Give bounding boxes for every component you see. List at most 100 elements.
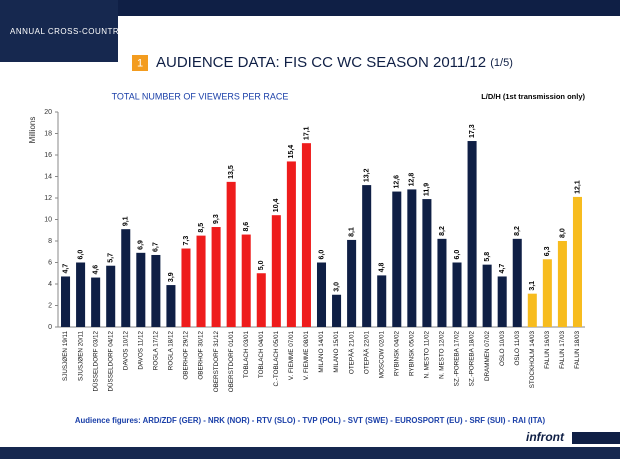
bar xyxy=(437,238,447,327)
value-label: 6,0 xyxy=(77,250,84,260)
value-label: 8,6 xyxy=(243,222,250,232)
value-label: 7,3 xyxy=(183,236,190,246)
value-label: 8,5 xyxy=(198,223,205,233)
bar xyxy=(211,227,221,327)
plot: 0 2 4 6 8 10 12 14 16 18 20 SJUSJØEN 19/11 4,7 SJUSJØ… xyxy=(44,109,585,392)
y-tick-label: 18 xyxy=(44,130,52,137)
value-label: 4,8 xyxy=(379,263,386,273)
bar xyxy=(482,264,492,327)
x-tick-label: RYBINSK 05/02 xyxy=(409,331,416,377)
slide-title-text: AUDIENCE DATA: FIS CC WC SEASON 2011/12 xyxy=(156,54,486,71)
logo-bar xyxy=(572,432,620,444)
bar xyxy=(332,294,342,327)
x-tick-label: SZ.-POREBA 18/02 xyxy=(469,331,476,387)
value-label: 5,7 xyxy=(108,253,115,263)
x-tick-label: OTEPÄÄ 22/01 xyxy=(362,331,370,375)
value-label: 3,9 xyxy=(168,272,175,282)
x-tick-label: TOBLACH 03/01 xyxy=(243,331,250,379)
x-tick-label: V. FIEMME 08/01 xyxy=(303,331,310,381)
value-label: 8,2 xyxy=(439,226,446,236)
bar xyxy=(181,248,191,327)
value-label: 12,1 xyxy=(574,180,581,194)
x-tick-label: FALUN 16/03 xyxy=(544,331,551,369)
event-box xyxy=(0,0,118,62)
value-label: 4,6 xyxy=(92,265,99,275)
bar xyxy=(527,293,537,327)
x-tick-label: STOCKHOLM 14/03 xyxy=(529,331,536,389)
value-label: 6,0 xyxy=(454,250,461,260)
value-label: 12,8 xyxy=(409,173,416,187)
x-tick-label: N. MESTO 12/02 xyxy=(439,331,446,379)
x-tick-label: DÜSSELDORF 03/12 xyxy=(91,331,99,392)
chart-subtitle: L/D/H (1st transmission only) xyxy=(481,92,585,101)
x-tick-label: OBERHOF 29/12 xyxy=(183,331,190,380)
bar xyxy=(166,285,176,327)
x-tick-label: OBERHOF 30/12 xyxy=(198,331,205,380)
bar xyxy=(271,215,281,327)
bar xyxy=(316,262,327,327)
value-label: 5,8 xyxy=(484,252,491,262)
value-label: 6,3 xyxy=(544,246,551,256)
value-label: 17,3 xyxy=(469,124,476,138)
slide-number: 1 xyxy=(137,57,143,69)
value-label: 6,0 xyxy=(318,250,325,260)
value-label: 9,3 xyxy=(213,214,220,224)
bar xyxy=(497,276,507,327)
bar xyxy=(362,185,372,327)
value-label: 12,6 xyxy=(394,175,401,189)
y-tick-label: 10 xyxy=(44,216,52,223)
value-label: 8,2 xyxy=(514,226,521,236)
bar xyxy=(226,181,236,327)
x-tick-label: OSLO 10/03 xyxy=(499,331,506,367)
value-label: 9,1 xyxy=(123,216,130,226)
bar xyxy=(512,238,522,327)
y-tick-label: 16 xyxy=(44,152,52,159)
bar xyxy=(196,235,206,327)
slide-number-box xyxy=(132,55,148,71)
value-label: 13,2 xyxy=(364,168,371,182)
x-tick-label: TOBLACH 04/01 xyxy=(258,331,265,379)
slide-part: (1/5) xyxy=(490,57,513,69)
x-tick-label: MILANO 14/01 xyxy=(318,331,325,373)
bar xyxy=(91,277,101,327)
x-tick-label: DÜSSELDORF 04/12 xyxy=(106,331,114,392)
value-label: 15,4 xyxy=(288,145,295,159)
bar xyxy=(572,196,582,327)
x-tick-label: N. MESTO 11/02 xyxy=(424,331,431,379)
bar xyxy=(467,141,477,327)
value-label: 6,7 xyxy=(153,242,160,252)
y-tick-label: 8 xyxy=(48,238,52,245)
y-tick-label: 6 xyxy=(48,259,52,266)
y-tick-label: 12 xyxy=(44,195,52,202)
value-label: 13,5 xyxy=(228,165,235,179)
x-tick-label: V. FIEMME 07/01 xyxy=(288,331,295,381)
x-tick-label: OBERSTDORF 01/01 xyxy=(228,331,235,393)
y-tick-label: 2 xyxy=(48,302,52,309)
x-tick-label: SZ.-POREBA 17/02 xyxy=(454,331,461,387)
bar xyxy=(452,262,462,327)
x-tick-label: FALUN 18/03 xyxy=(574,331,581,369)
slide-title: AUDIENCE DATA: FIS CC WC SEASON 2011/12 … xyxy=(156,54,513,71)
bar xyxy=(256,273,266,327)
bar xyxy=(542,259,552,327)
bar xyxy=(151,254,161,327)
x-tick-label: FALUN 17/03 xyxy=(559,331,566,369)
x-tick-label: OTEPÄÄ 21/01 xyxy=(347,331,355,375)
y-tick-label: 0 xyxy=(48,324,52,331)
y-tick-label: 14 xyxy=(44,173,52,180)
value-label: 3,1 xyxy=(529,281,536,291)
bar xyxy=(241,234,251,327)
bar xyxy=(61,276,71,327)
bar xyxy=(76,262,86,327)
bar xyxy=(392,191,402,327)
value-label: 4,7 xyxy=(62,264,69,274)
x-tick-label: DAVOS 10/12 xyxy=(122,331,129,371)
x-tick-label: DAVOS 11/12 xyxy=(137,331,144,370)
bar xyxy=(347,239,357,327)
bar xyxy=(106,265,116,327)
x-tick-label: MILANO 15/01 xyxy=(333,331,340,373)
x-tick-label: OSLO 11/03 xyxy=(514,331,521,366)
bar xyxy=(136,252,146,327)
value-label: 6,9 xyxy=(138,240,145,250)
